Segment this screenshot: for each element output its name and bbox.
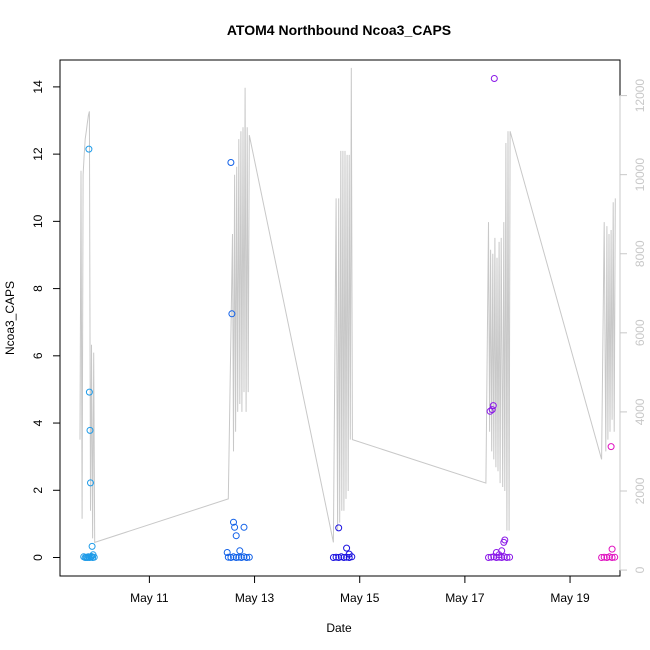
data-point-series-4: [598, 554, 606, 561]
data-point-series-0: [85, 145, 93, 153]
data-point-series-0: [85, 388, 93, 396]
data-point-series-1: [240, 553, 248, 561]
data-point-series-1: [227, 159, 235, 166]
data-point-series-4: [608, 554, 616, 561]
x-tick-label: May 13: [235, 591, 275, 605]
data-point-series-3: [498, 547, 506, 555]
data-point-series-1: [231, 523, 239, 531]
y2-tick-label: 10000: [633, 158, 647, 192]
data-point-series-2: [343, 544, 351, 552]
y-tick-label: 4: [31, 419, 45, 426]
data-point-series-3: [486, 407, 494, 415]
data-point-series-3: [485, 554, 492, 561]
data-point-series-0: [83, 554, 91, 561]
data-point-series-3: [490, 75, 498, 82]
data-point-series-1: [224, 553, 232, 561]
data-point-series-1: [223, 549, 231, 556]
data-point-series-3: [501, 536, 509, 544]
y2-tick-label: 4000: [633, 398, 647, 425]
y-tick-label: 10: [31, 214, 45, 228]
y-tick-label: 0: [31, 554, 45, 561]
x-axis-label: Date: [326, 621, 352, 635]
data-point-series-2: [340, 554, 348, 561]
data-point-series-0: [89, 551, 97, 559]
y-axis-right: 0 2000 4000 6000 8000 10000 12000: [619, 79, 647, 573]
y-tick-label: 6: [31, 352, 45, 359]
data-point-series-1: [230, 553, 237, 561]
data-point-series-2: [332, 553, 340, 561]
chart-title: ATOM4 Northbound Ncoa3_CAPS: [227, 22, 451, 38]
x-tick-label: May 11: [130, 591, 169, 605]
data-point-series-1: [240, 523, 248, 531]
y2-tick-label: 0: [633, 566, 647, 573]
data-point-series-1: [228, 310, 236, 318]
data-point-series-4: [611, 553, 619, 561]
y-tick-label: 12: [31, 147, 45, 161]
data-point-series-1: [236, 547, 244, 555]
y-tick-label: 2: [31, 487, 45, 494]
data-point-series-2: [335, 524, 343, 532]
data-point-series-1: [232, 554, 240, 561]
data-point-series-1: [232, 532, 240, 540]
x-tick-label: May 17: [445, 591, 485, 605]
secondary-series-layer: [79, 67, 616, 544]
data-point-series-0: [87, 479, 94, 487]
y-axis-left: 0 2 4 6 8 10 12 14: [31, 80, 61, 561]
y-tick-label: 14: [31, 80, 45, 94]
y2-tick-label: 2000: [633, 477, 647, 504]
data-point-series-3: [506, 553, 514, 561]
data-point-series-4: [607, 443, 615, 451]
data-point-series-3: [488, 406, 496, 414]
data-point-series-3: [503, 554, 511, 561]
data-point-series-4: [600, 553, 608, 561]
y2-tick-label: 8000: [633, 240, 647, 267]
data-point-series-1: [235, 553, 243, 561]
data-point-series-0: [86, 426, 94, 434]
points-layer: [80, 75, 619, 561]
x-tick-label: May 19: [550, 591, 590, 605]
y-tick-label: 8: [31, 285, 45, 292]
data-point-series-1: [243, 554, 251, 561]
data-point-series-3: [487, 553, 495, 561]
y2-tick-label: 12000: [633, 79, 647, 113]
data-point-series-2: [329, 554, 337, 561]
secondary-series-line: [79, 67, 616, 544]
data-point-series-0: [88, 542, 96, 550]
y2-tick-label: 6000: [633, 319, 647, 346]
y-axis-label: Ncoa3_CAPS: [3, 281, 17, 355]
data-point-series-3: [489, 402, 497, 410]
data-point-series-1: [245, 553, 253, 561]
x-tick-label: May 15: [340, 591, 380, 605]
data-point-series-1: [230, 518, 237, 526]
data-point-series-2: [345, 550, 353, 558]
data-point-series-4: [608, 545, 616, 553]
data-point-series-0: [88, 553, 95, 560]
x-axis: May 11 May 13 May 15 May 17 May 19: [130, 575, 590, 605]
